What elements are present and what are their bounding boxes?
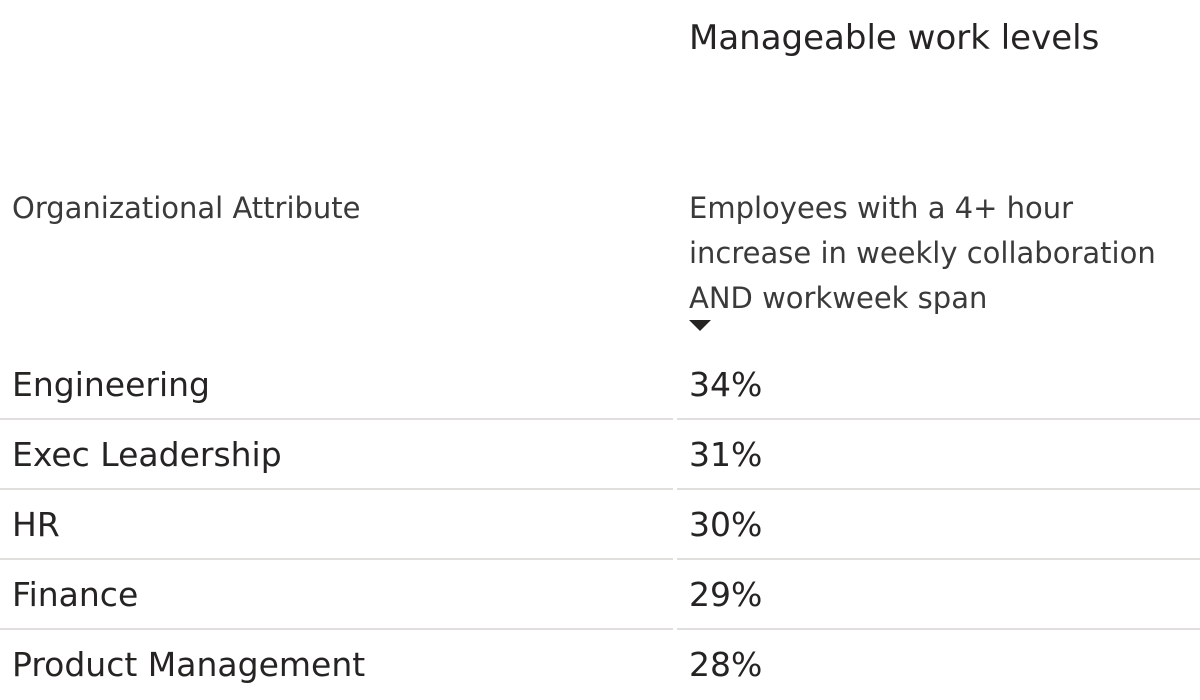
column-header-organizational-attribute[interactable]: Organizational Attribute (12, 191, 361, 225)
table-row[interactable]: Product Management 28% (0, 630, 1200, 700)
row-divider (0, 558, 673, 560)
cell-collaboration-increase-value: 30% (689, 505, 763, 544)
row-divider (0, 628, 673, 630)
row-divider (0, 418, 673, 420)
row-divider (677, 628, 1200, 630)
row-divider (677, 418, 1200, 420)
cell-organizational-attribute: Exec Leadership (12, 435, 282, 474)
sort-descending-icon[interactable] (689, 320, 711, 331)
table-row[interactable]: Exec Leadership 31% (0, 420, 1200, 490)
row-divider (677, 488, 1200, 490)
group-header-manageable-work-levels: Manageable work levels (689, 18, 1100, 58)
cell-organizational-attribute: Engineering (12, 365, 210, 404)
table-row[interactable]: Finance 29% (0, 560, 1200, 630)
cell-organizational-attribute: HR (12, 505, 60, 544)
cell-collaboration-increase-value: 29% (689, 575, 763, 614)
cell-collaboration-increase-value: 28% (689, 645, 763, 684)
cell-collaboration-increase-value: 31% (689, 435, 763, 474)
cell-organizational-attribute: Product Management (12, 645, 366, 684)
table-body: Engineering 34% Exec Leadership 31% HR 30% Fin… (0, 350, 1200, 700)
table-row[interactable]: Engineering 34% (0, 350, 1200, 420)
cell-organizational-attribute: Finance (12, 575, 139, 614)
cell-collaboration-increase-value: 34% (689, 365, 763, 404)
table-row[interactable]: HR 30% (0, 490, 1200, 560)
column-header-collaboration-increase[interactable]: Employees with a 4+ hour increase in wee… (689, 191, 1156, 315)
row-divider (0, 488, 673, 490)
row-divider (677, 558, 1200, 560)
